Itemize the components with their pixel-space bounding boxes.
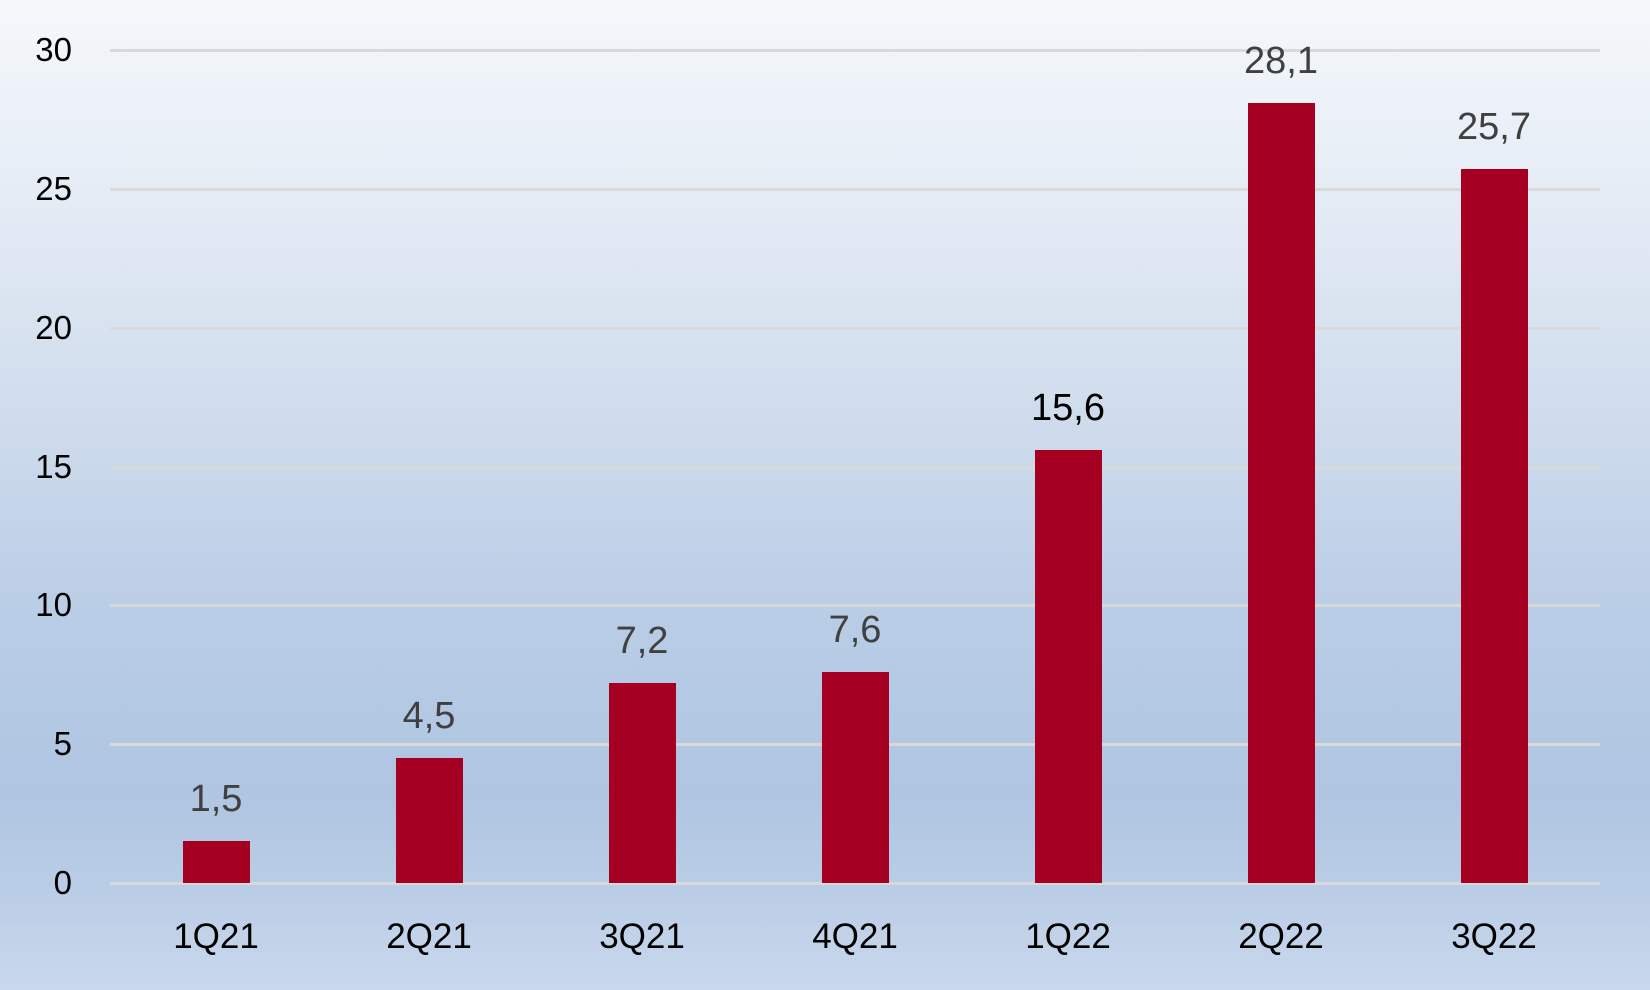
data-label: 28,1 bbox=[1244, 39, 1318, 82]
y-tick-label: 25 bbox=[35, 169, 72, 207]
x-tick-label: 2Q22 bbox=[1238, 917, 1324, 956]
y-tick-label: 5 bbox=[53, 725, 72, 763]
gridline bbox=[110, 465, 1600, 469]
data-label: 7,2 bbox=[615, 620, 669, 663]
data-label: 4,5 bbox=[402, 695, 456, 738]
y-tick-label: 20 bbox=[35, 308, 72, 346]
gridline bbox=[110, 187, 1600, 191]
gridline bbox=[110, 49, 1600, 52]
bar-1q21 bbox=[183, 841, 250, 883]
x-tick-label: 3Q21 bbox=[599, 917, 685, 956]
gridline bbox=[110, 604, 1600, 608]
bar-3q22 bbox=[1461, 169, 1528, 883]
gridline bbox=[110, 882, 1600, 885]
y-tick-label: 0 bbox=[53, 864, 72, 901]
data-label: 15,6 bbox=[1031, 386, 1105, 429]
data-label: 7,6 bbox=[828, 608, 882, 651]
bar-2q22 bbox=[1248, 102, 1315, 883]
data-label: 1,5 bbox=[189, 778, 243, 821]
y-tick-label: 10 bbox=[35, 586, 72, 624]
y-tick-label: 15 bbox=[35, 447, 72, 485]
bar-4q21 bbox=[822, 671, 889, 883]
gridline bbox=[110, 326, 1600, 330]
x-tick-label: 1Q22 bbox=[1025, 917, 1111, 956]
y-tick-label: 30 bbox=[35, 31, 72, 68]
data-label: 25,7 bbox=[1457, 106, 1531, 149]
bar-1q22 bbox=[1035, 449, 1102, 883]
bar-3q21 bbox=[609, 683, 676, 883]
bar-2q21 bbox=[396, 758, 463, 883]
x-tick-label: 2Q21 bbox=[386, 917, 472, 956]
x-tick-label: 4Q21 bbox=[812, 917, 898, 956]
x-tick-label: 3Q22 bbox=[1451, 917, 1537, 956]
x-tick-label: 1Q21 bbox=[173, 917, 259, 956]
